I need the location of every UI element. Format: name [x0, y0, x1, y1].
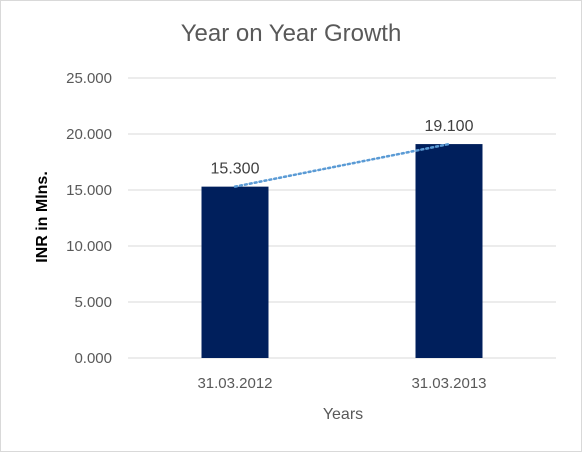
y-tick-label: 25.000 — [66, 70, 112, 87]
data-labels: 15.300 19.100 — [211, 118, 474, 178]
x-axis-tick-labels: 31.03.2012 31.03.2013 — [197, 375, 486, 392]
trendline — [233, 142, 451, 188]
y-axis-tick-labels: 0.000 5.000 10.000 15.000 20.000 25.000 — [66, 70, 112, 367]
x-axis-title: Years — [323, 406, 363, 423]
y-tick-label: 10.000 — [66, 238, 112, 255]
gridlines — [128, 77, 556, 359]
bar — [415, 144, 483, 358]
y-tick-label: 0.000 — [74, 350, 112, 367]
y-tick-label: 5.000 — [74, 294, 112, 311]
data-label: 15.300 — [211, 161, 260, 178]
bar — [201, 186, 269, 358]
y-tick-label: 20.000 — [66, 126, 112, 143]
x-tick-label: 31.03.2012 — [197, 375, 272, 392]
bars — [201, 144, 483, 358]
chart-title: Year on Year Growth — [180, 20, 402, 47]
data-label: 19.100 — [425, 118, 474, 135]
x-tick-label: 31.03.2013 — [411, 375, 486, 392]
y-tick-label: 15.000 — [66, 182, 112, 199]
trendline-group — [233, 142, 451, 188]
y-axis-title: INR in Mlns. — [34, 171, 51, 263]
